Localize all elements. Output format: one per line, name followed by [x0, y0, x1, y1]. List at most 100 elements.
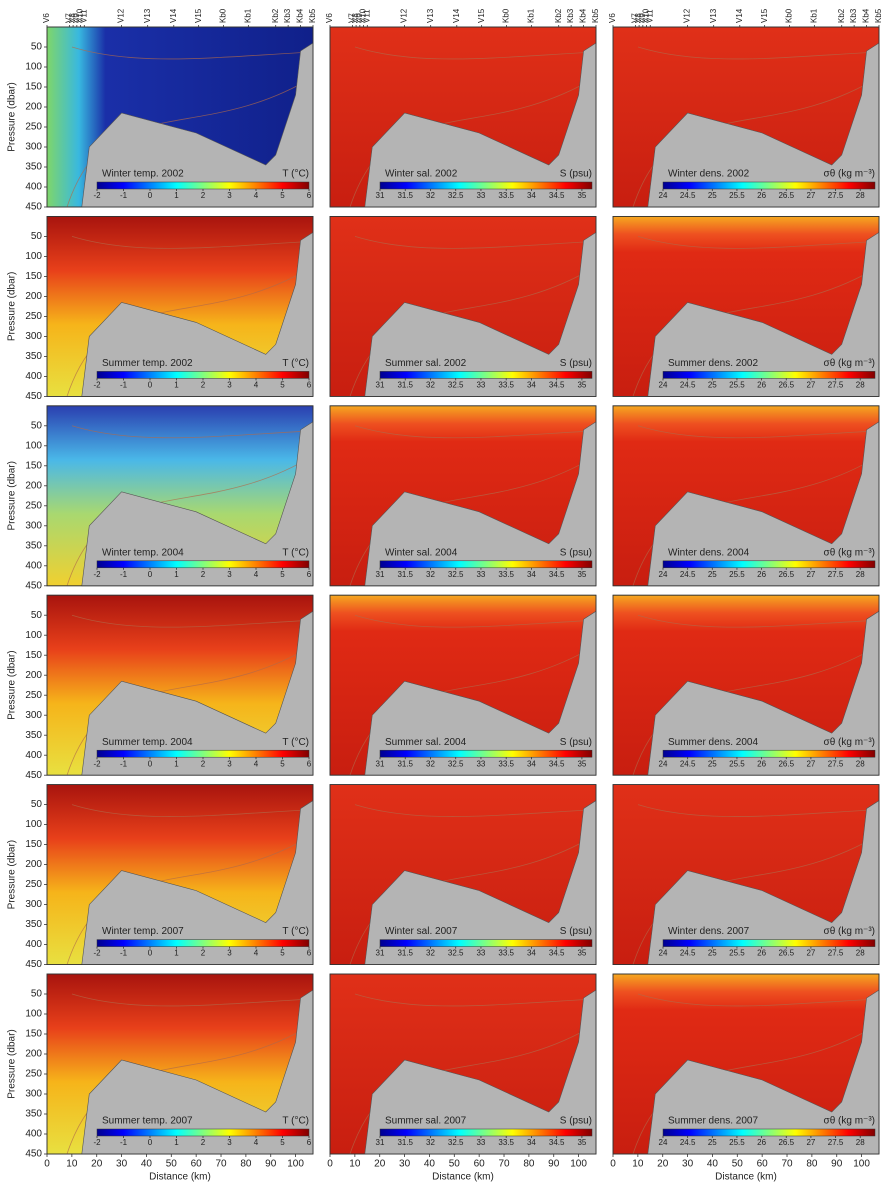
x-tick-label: 80	[240, 1159, 252, 1170]
panel: Summer dens. 2007 σθ (kg m⁻³) 24 24.5 25 25.5…	[612, 973, 880, 1155]
colorbar-tick-label: 33	[476, 191, 485, 200]
y-tick-label: 100	[25, 819, 42, 830]
frame	[46, 784, 314, 965]
panel: Winter temp. 2002 T (°C) -2 -1 0 1 2 3 4 5 6	[46, 26, 314, 208]
colorbar-tick-label: 24	[659, 759, 668, 768]
station-label: V13	[709, 8, 718, 23]
colorbar-tick-label: 28	[856, 759, 865, 768]
x-tick-label: 90	[831, 1159, 843, 1170]
y-tick-label: 250	[25, 1069, 42, 1080]
contour-line	[354, 804, 597, 817]
colorbar-tick-label: 1	[174, 570, 179, 579]
frame	[329, 784, 597, 965]
x-tick-label: 100	[287, 1159, 304, 1170]
colorbar-tick-label: 27.5	[828, 1138, 844, 1147]
station-label: V7	[347, 13, 356, 23]
panel: Winter dens. 2004 σθ (kg m⁻³) 24 24.5 25 25.5…	[612, 405, 880, 587]
panel-label: Winter sal. 2004	[385, 547, 458, 558]
colorbar-tick-label: 33	[476, 381, 485, 390]
panel: Summer dens. 2002 σθ (kg m⁻³) 24 24.5 25 25.5…	[612, 215, 880, 397]
panel-label: Summer sal. 2004	[385, 737, 467, 748]
colorbar-tick-label: 24	[659, 570, 668, 579]
colorbar	[662, 560, 876, 569]
colorbar-tick-label: 24	[659, 1138, 668, 1147]
colorbar-tick-label: 35	[577, 1138, 586, 1147]
colorbar-tick-label: 35	[577, 191, 586, 200]
panel: Summer temp. 2004 T (°C) -2 -1 0 1 2 3 4 5 6	[46, 594, 314, 776]
colorbar-label: T (°C)	[282, 737, 309, 748]
colorbar-tick-label: 27.5	[828, 191, 844, 200]
colorbar-tick-label: 32	[426, 759, 435, 768]
colorbar-tick-label: 2	[201, 1138, 206, 1147]
colorbar	[379, 749, 593, 758]
colorbar-tick-label: -2	[93, 1138, 101, 1147]
y-tick-label: 450	[25, 1149, 42, 1160]
contour-line	[66, 266, 314, 397]
colorbar-tick-label: 24.5	[680, 759, 696, 768]
colorbar-label: S (psu)	[560, 358, 592, 369]
colorbar-tick-label: 32	[426, 191, 435, 200]
x-axis-label: Distance (km)	[432, 1172, 494, 1183]
station-label: V11	[645, 9, 654, 23]
colorbar-tick-label: 31.5	[397, 570, 413, 579]
x-tick-label: 30	[399, 1159, 411, 1170]
y-tick-label: 250	[25, 500, 42, 511]
station-label: V14	[452, 8, 461, 23]
station-label: V8	[634, 13, 643, 23]
y-tick-label: 150	[25, 1029, 42, 1040]
colorbar-tick-label: 25	[708, 949, 717, 958]
contour-line	[354, 614, 597, 628]
x-tick-label: 100	[853, 1159, 870, 1170]
station-label: V15	[194, 8, 203, 23]
y-tick-label: 300	[25, 520, 42, 531]
panel: Winter temp. 2007 T (°C) -2 -1 0 1 2 3 4 5 6	[46, 784, 314, 965]
panel: Summer sal. 2002 S (psu) 31 31.5 32 32.5 33 33.…	[329, 215, 597, 397]
colorbar-tick-label: 34.5	[549, 1138, 565, 1147]
colorbar-tick-label: 32.5	[448, 1138, 464, 1147]
colorbar-tick-label: 4	[254, 1138, 259, 1147]
colorbar-tick-label: 24	[659, 191, 668, 200]
y-axis-label: Pressure (dbar)	[7, 461, 18, 530]
station-label: Kb4	[296, 8, 305, 23]
y-tick-label: 200	[25, 670, 42, 681]
y-tick-label: 400	[25, 750, 42, 761]
colorbar	[662, 939, 876, 947]
colorbar-tick-label: 25	[708, 759, 717, 768]
colorbar-tick-label: 31.5	[397, 949, 413, 958]
y-axis-label: Pressure (dbar)	[7, 272, 18, 341]
frame	[46, 215, 314, 397]
y-tick-label: 450	[25, 770, 42, 781]
panel-label: Summer dens. 2004	[668, 737, 758, 748]
frame	[612, 784, 880, 965]
colorbar-tick-label: 26	[757, 570, 766, 579]
colorbar-tick-label: 28	[856, 1138, 865, 1147]
colorbar-tick-label: 35	[577, 381, 586, 390]
colorbar-tick-label: -1	[120, 570, 128, 579]
colorbar	[96, 1128, 310, 1137]
frame	[329, 594, 597, 776]
colorbar-tick-label: 32.5	[448, 570, 464, 579]
x-tick-label: 60	[757, 1159, 769, 1170]
colorbar	[379, 560, 593, 569]
station-label: V15	[760, 8, 769, 23]
colorbar-tick-label: -2	[93, 949, 101, 958]
panel-label: Summer sal. 2002	[385, 358, 467, 369]
station-label: Kb4	[862, 8, 871, 23]
y-tick-label: 350	[25, 351, 42, 362]
colorbar-tick-label: 4	[254, 570, 259, 579]
colorbar-tick-label: -1	[120, 191, 128, 200]
x-tick-label: 20	[91, 1159, 103, 1170]
station-label: V11	[79, 9, 88, 23]
y-tick-label: 250	[25, 879, 42, 890]
colorbar	[96, 939, 310, 947]
colorbar-tick-label: 26.5	[778, 1138, 794, 1147]
colorbar-tick-label: 32.5	[448, 191, 464, 200]
colorbar-tick-label: 4	[254, 759, 259, 768]
colorbar-tick-label: -2	[93, 570, 101, 579]
colorbar-tick-label: 34	[527, 759, 536, 768]
colorbar-tick-label: 33.5	[498, 570, 514, 579]
contour-line	[354, 993, 597, 1007]
y-tick-label: 400	[25, 371, 42, 382]
colorbar-tick-label: 0	[148, 759, 153, 768]
colorbar-tick-label: 25.5	[729, 570, 745, 579]
